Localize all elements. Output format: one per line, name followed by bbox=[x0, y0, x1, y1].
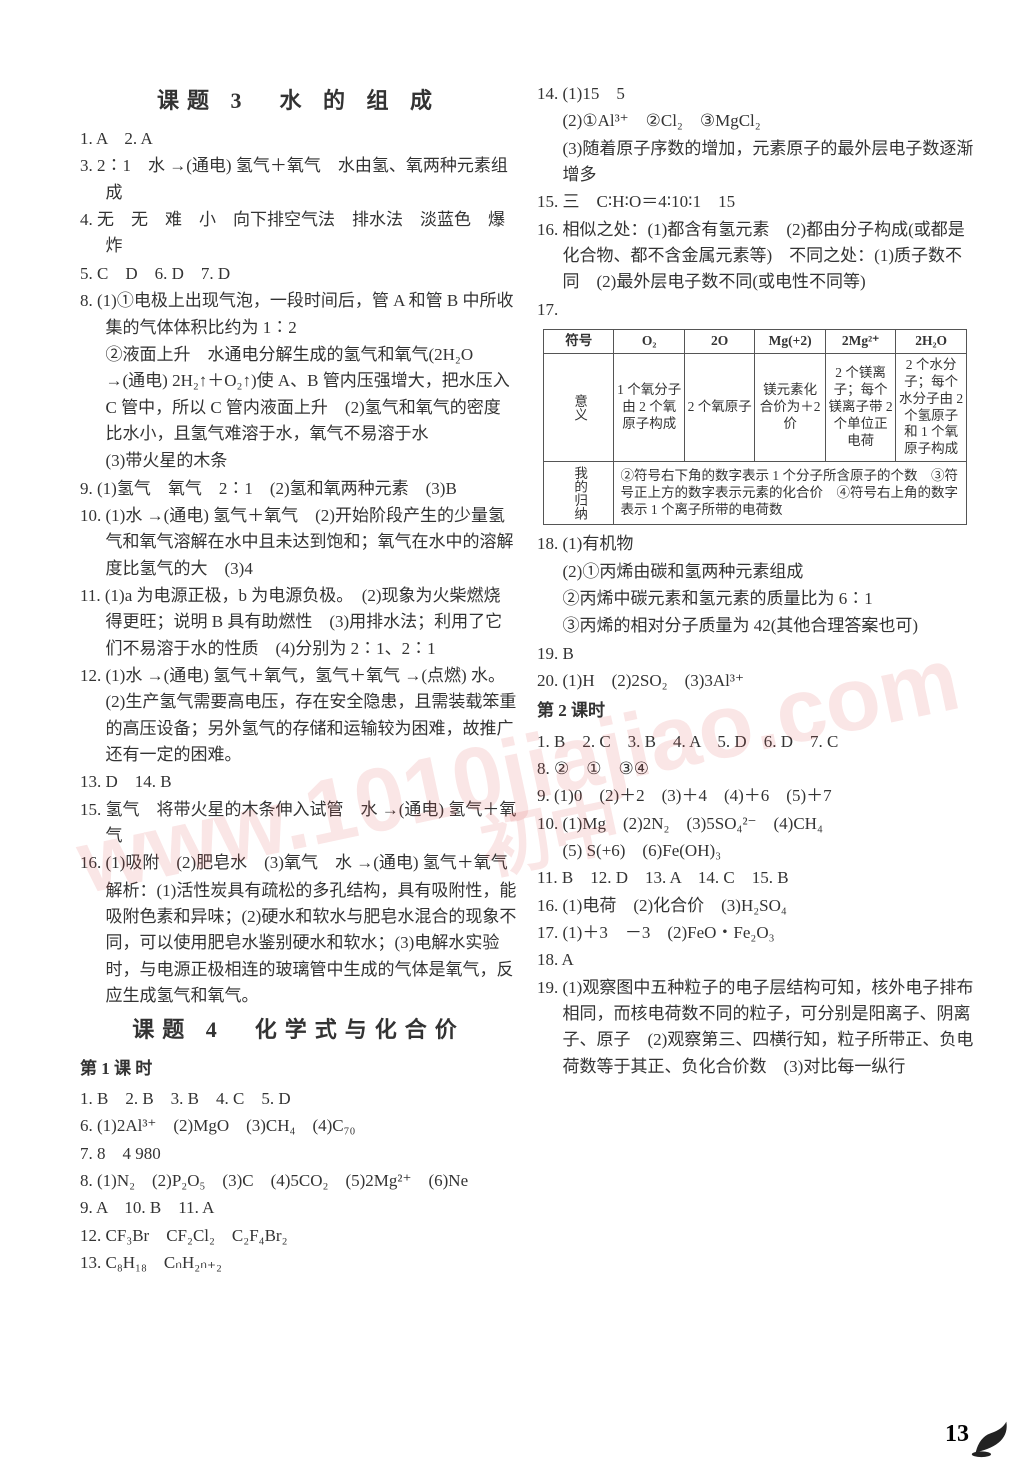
table-header: 2Mg²⁺ bbox=[825, 330, 895, 354]
answer-item: 7. 8 4 980 bbox=[80, 1141, 517, 1167]
answer-item: 12. CF₃Br CF₂Cl₂ C₂F₄Br₂ bbox=[80, 1223, 517, 1249]
answer-item: 8. (1)N₂ (2)P₂O₅ (3)C (4)5CO₂ (5)2Mg²⁺ (… bbox=[80, 1168, 517, 1194]
table-row-label: 意义 bbox=[544, 353, 614, 461]
answer-item: 4. 无 无 难 小 向下排空气法 排水法 淡蓝色 爆炸 bbox=[80, 207, 517, 260]
answer-item: 9. (1)0 (2)＋2 (3)＋4 (4)＋6 (5)＋7 bbox=[537, 783, 974, 809]
table-header: Mg(+2) bbox=[755, 330, 825, 354]
table-row: 我的归纳 ②符号右下角的数字表示 1 个分子所含原子的个数 ③符号正上方的数字表… bbox=[544, 462, 967, 525]
answer-item: ②丙烯中碳元素和氢元素的质量比为 6∶1 bbox=[537, 586, 974, 612]
answer-item: 6. (1)2Al³⁺ (2)MgO (3)CH₄ (4)C₇₀ bbox=[80, 1113, 517, 1139]
answer-item: 10. (1)水 →(通电) 氢气＋氧气 (2)开始阶段产生的少量氢气和氧气溶解… bbox=[80, 503, 517, 582]
dolphin-icon bbox=[968, 1414, 1014, 1460]
answer-item: 18. (1)有机物 bbox=[537, 531, 974, 557]
table-row-label: 我的归纳 bbox=[544, 462, 614, 525]
answer-item: 9. A 10. B 11. A bbox=[80, 1195, 517, 1221]
answer-item: (2)①丙烯由碳和氢两种元素组成 bbox=[537, 559, 974, 585]
answer-item: 17. (1)＋3 －3 (2)FeO・Fe₂O₃ bbox=[537, 920, 974, 946]
table-cell: 1 个氧分子由 2 个氧原子构成 bbox=[614, 353, 684, 461]
answer-item: 20. (1)H (2)2SO₂ (3)3Al³⁺ bbox=[537, 668, 974, 694]
right-column: 14. (1)15 5 (2)①Al³⁺ ②Cl₂ ③MgCl₂ (3)随着原子… bbox=[537, 80, 974, 1430]
answer-item: 19. B bbox=[537, 641, 974, 667]
period-2-subtitle: 第 2 课时 bbox=[537, 698, 974, 724]
answer-item: (3)随着原子序数的增加，元素原子的最外层电子数逐渐增多 bbox=[537, 136, 974, 189]
answer-item: 18. A bbox=[537, 947, 974, 973]
table-header: 2O bbox=[684, 330, 754, 354]
answer-item: 1. B 2. C 3. B 4. A 5. D 6. D 7. C bbox=[537, 729, 974, 755]
answer-item: 15. 三 C∶H∶O＝4∶10∶1 15 bbox=[537, 189, 974, 215]
table-cell: 镁元素化合价为＋2 价 bbox=[755, 353, 825, 461]
columns: 课题 3 水 的 组 成 1. A 2. A 3. 2∶1 水 →(通电) 氢气… bbox=[80, 80, 974, 1430]
table-row: 符号 O₂ 2O Mg(+2) 2Mg²⁺ 2H₂O bbox=[544, 330, 967, 354]
table-header: 2H₂O bbox=[896, 330, 967, 354]
lesson-3-title: 课题 3 水 的 组 成 bbox=[80, 84, 517, 118]
page-number: 13 bbox=[945, 1421, 969, 1448]
answer-item: 5. C D 6. D 7. D bbox=[80, 261, 517, 287]
answer-item: ③丙烯的相对分子质量为 42(其他合理答案也可) bbox=[537, 613, 974, 639]
answer-item: 16. (1)电荷 (2)化合价 (3)H₂SO₄ bbox=[537, 893, 974, 919]
answer-item: 17. bbox=[537, 297, 974, 323]
answer-item: 11. (1)a 为电源正极，b 为电源负极。 (2)现象为火柴燃烧得更旺；说明… bbox=[80, 583, 517, 662]
answer-item: 9. (1)氢气 氧气 2∶1 (2)氢和氧两种元素 (3)B bbox=[80, 476, 517, 502]
table-header: 符号 bbox=[544, 330, 614, 354]
table-cell: ②符号右下角的数字表示 1 个分子所含原子的个数 ③符号正上方的数字表示元素的化… bbox=[614, 462, 966, 525]
answer-item: 12. (1)水 →(通电) 氢气＋氧气，氢气＋氧气 →(点燃) 水。(2)生产… bbox=[80, 663, 517, 768]
answer-item: 10. (1)Mg (2)2N₂ (3)5SO₄²⁻ (4)CH₄ bbox=[537, 811, 974, 837]
answer-item: 15. 氢气 将带火星的木条伸入试管 水 →(通电) 氢气＋氧气 bbox=[80, 797, 517, 850]
answer-item: 8. ② ① ③④ bbox=[537, 756, 974, 782]
table-row: 意义 1 个氧分子由 2 个氧原子构成 2 个氧原子 镁元素化合价为＋2 价 2… bbox=[544, 353, 967, 461]
answer-item: (5) S(+6) (6)Fe(OH)₃ bbox=[537, 838, 974, 864]
left-column: 课题 3 水 的 组 成 1. A 2. A 3. 2∶1 水 →(通电) 氢气… bbox=[80, 80, 517, 1430]
answer-item: 16. 相似之处：(1)都含有氢元素 (2)都由分子构成(或都是化合物、都不含金… bbox=[537, 217, 974, 296]
table-cell: 2 个镁离子；每个镁离子带 2 个单位正电荷 bbox=[825, 353, 895, 461]
table-header: O₂ bbox=[614, 330, 684, 354]
answer-item: 3. 2∶1 水 →(通电) 氢气＋氧气 水由氢、氧两种元素组成 bbox=[80, 153, 517, 206]
answer-item: (3)带火星的木条 bbox=[80, 448, 517, 474]
page: www.1010jiajiao.com 初中 课题 3 水 的 组 成 1. A… bbox=[0, 0, 1024, 1470]
answer-item: 14. (1)15 5 bbox=[537, 81, 974, 107]
answer-item: 16. (1)吸附 (2)肥皂水 (3)氧气 水 →(通电) 氢气＋氧气 bbox=[80, 850, 517, 876]
lesson-4-title: 课题 4 化学式与化合价 bbox=[80, 1013, 517, 1047]
answer-item: 8. (1)①电极上出现气泡，一段时间后，管 A 和管 B 中所收集的气体体积比… bbox=[80, 288, 517, 341]
answer-item: 11. B 12. D 13. A 14. C 15. B bbox=[537, 865, 974, 891]
answer-item: 13. D 14. B bbox=[80, 769, 517, 795]
answer-item: (2)①Al³⁺ ②Cl₂ ③MgCl₂ bbox=[537, 108, 974, 134]
answer-explanation: 解析：(1)活性炭具有疏松的多孔结构，具有吸附性，能吸附色素和异味；(2)硬水和… bbox=[80, 878, 517, 1010]
symbol-table: 符号 O₂ 2O Mg(+2) 2Mg²⁺ 2H₂O 意义 1 个氧分子由 2 … bbox=[543, 329, 967, 525]
answer-item: 1. A 2. A bbox=[80, 126, 517, 152]
table-cell: 2 个氧原子 bbox=[684, 353, 754, 461]
answer-item: 1. B 2. B 3. B 4. C 5. D bbox=[80, 1086, 517, 1112]
answer-item: 13. C₈H₁₈ CₙH₂ₙ₊₂ bbox=[80, 1250, 517, 1276]
answer-item: 19. (1)观察图中五种粒子的电子层结构可知，核外电子排布相同，而核电荷数不同… bbox=[537, 975, 974, 1080]
table-cell: 2 个水分子；每个水分子由 2 个氢原子和 1 个氧原子构成 bbox=[896, 353, 967, 461]
period-1-subtitle: 第 1 课 时 bbox=[80, 1056, 517, 1082]
answer-item: ②液面上升 水通电分解生成的氢气和氧气(2H₂O →(通电) 2H₂↑＋O₂↑)… bbox=[80, 342, 517, 447]
